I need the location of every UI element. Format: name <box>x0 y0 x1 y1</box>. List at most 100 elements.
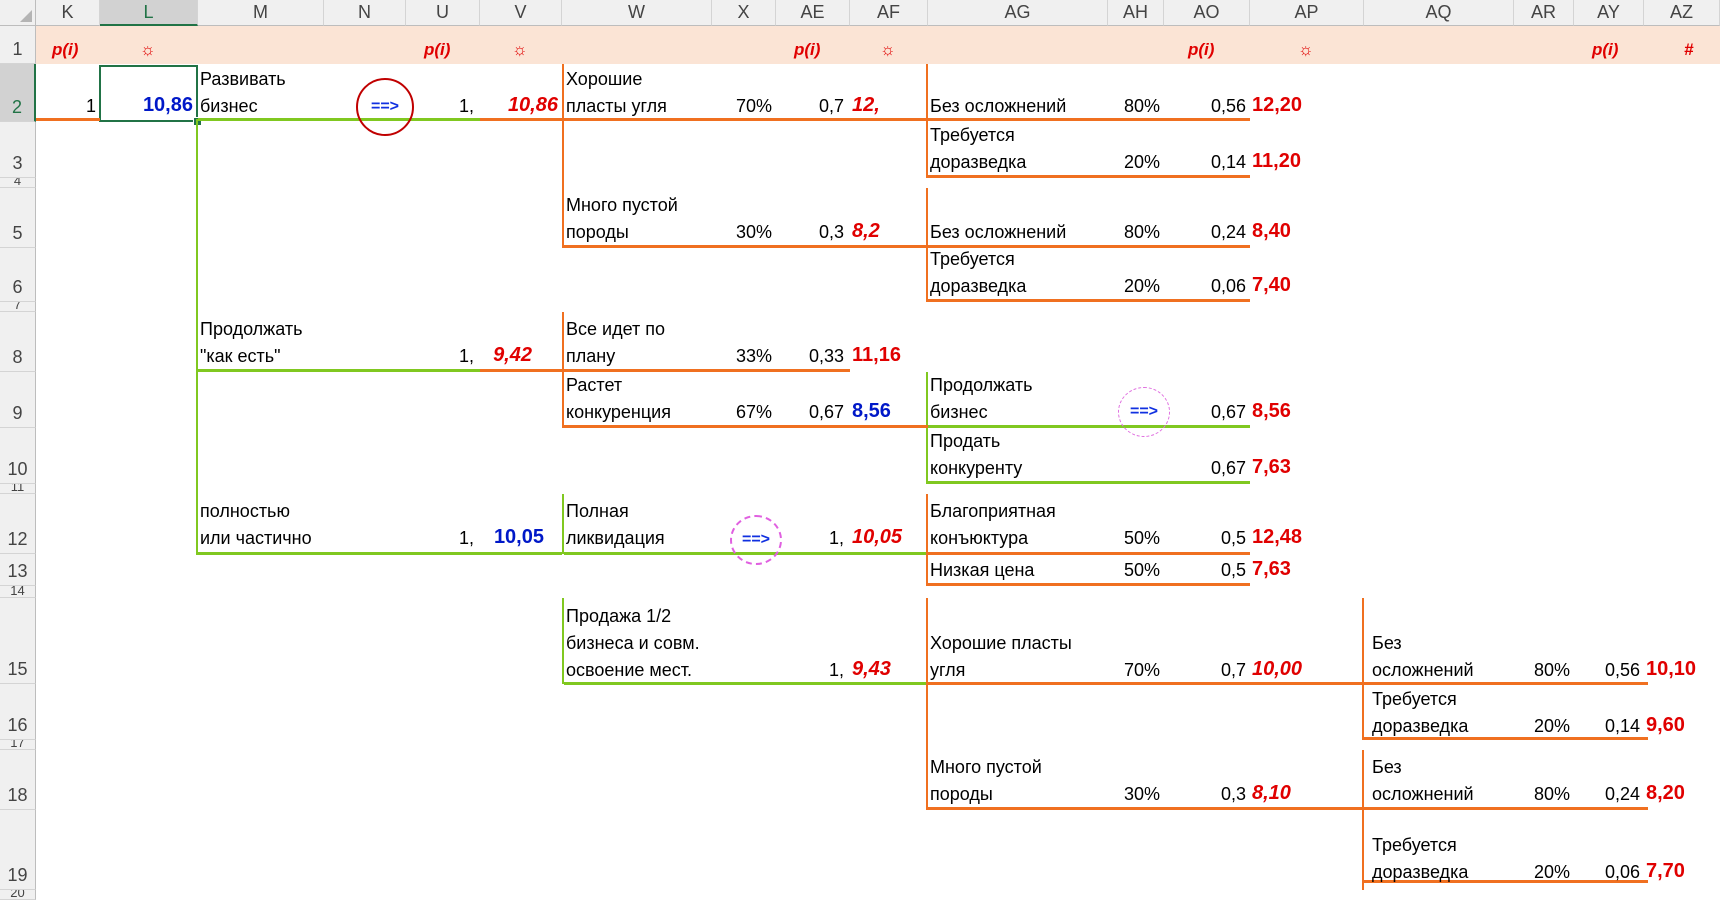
cell-af12[interactable]: 10,05 <box>852 526 903 548</box>
cell-az16[interactable]: 9,60 <box>1646 714 1685 736</box>
header-p-i[interactable]: p(i) <box>1592 40 1619 59</box>
cell-ag13[interactable]: Низкая цена <box>930 560 1035 580</box>
cell-ay18[interactable]: 0,24 <box>1604 784 1640 804</box>
cell-m8[interactable]: "как есть" <box>200 346 281 366</box>
header-p-i[interactable]: p(i) <box>424 40 451 59</box>
row-header-6[interactable]: 6 <box>0 248 36 302</box>
row-header-9[interactable]: 9 <box>0 372 36 428</box>
cell-w5[interactable]: Много пустой <box>566 195 678 215</box>
cell-ag5[interactable]: Без осложнений <box>930 222 1067 242</box>
cell-az19[interactable]: 7,70 <box>1646 860 1685 882</box>
cell-m8[interactable]: Продолжать <box>200 319 303 339</box>
cell-aq18[interactable]: Без <box>1372 757 1402 777</box>
cell-w9[interactable]: Растет <box>566 375 623 395</box>
header-sun-symbol[interactable]: ☼ <box>1298 40 1314 59</box>
cell-m12[interactable]: или частично <box>200 528 312 548</box>
cell-w15[interactable]: бизнеса и совм. <box>566 633 700 653</box>
cell-aq16[interactable]: доразведка <box>1372 716 1469 736</box>
cell-af9[interactable]: 8,56 <box>852 400 891 422</box>
cell-ay16[interactable]: 0,14 <box>1604 716 1640 736</box>
cell-w12[interactable]: ликвидация <box>566 528 665 548</box>
cell-aq15[interactable]: осложнений <box>1372 660 1474 680</box>
row-header-20[interactable]: 20 <box>0 890 36 900</box>
cell-w2[interactable]: Хорошие <box>566 69 643 89</box>
cell-ao3[interactable]: 0,14 <box>1210 152 1246 172</box>
cell-aq19[interactable]: Требуется <box>1372 835 1457 855</box>
cell-v8[interactable]: 9,42 <box>493 344 532 366</box>
cell-ae15[interactable]: 1, <box>828 660 844 680</box>
column-header-m[interactable]: M <box>198 0 324 26</box>
column-header-ao[interactable]: AO <box>1164 0 1250 26</box>
row-header-11[interactable]: 11 <box>0 484 36 494</box>
cell-ar16[interactable]: 20% <box>1533 716 1570 736</box>
cell-m12[interactable]: полностью <box>200 501 290 521</box>
row-header-2[interactable]: 2 <box>0 64 36 122</box>
row-header-17[interactable]: 17 <box>0 740 36 750</box>
cell-w15[interactable]: Продажа 1/2 <box>566 606 672 626</box>
row-header-13[interactable]: 13 <box>0 554 36 586</box>
cell-ag12[interactable]: Благоприятная <box>930 501 1056 521</box>
active-cell-border[interactable] <box>99 65 198 122</box>
cell-ao13[interactable]: 0,5 <box>1220 560 1246 580</box>
cell-ar18[interactable]: 80% <box>1533 784 1570 804</box>
header-p-i[interactable]: p(i) <box>794 40 821 59</box>
cell-ae5[interactable]: 0,3 <box>818 222 844 242</box>
cell-ap15[interactable]: 10,00 <box>1252 658 1303 680</box>
select-all-corner[interactable] <box>0 0 36 26</box>
cell-ag10[interactable]: конкуренту <box>930 458 1023 478</box>
cell-ao12[interactable]: 0,5 <box>1220 528 1246 548</box>
header-sun-symbol[interactable]: ☼ <box>512 40 528 59</box>
cell-ah15[interactable]: 70% <box>1123 660 1160 680</box>
cell-af2[interactable]: 12, <box>852 94 880 116</box>
column-header-l[interactable]: L <box>100 0 198 26</box>
cell-ar19[interactable]: 20% <box>1533 862 1570 882</box>
cell-ae9[interactable]: 0,67 <box>808 402 844 422</box>
row-header-4[interactable]: 4 <box>0 178 36 188</box>
column-header-u[interactable]: U <box>406 0 480 26</box>
cell-ap13[interactable]: 7,63 <box>1252 558 1291 580</box>
cell-x8[interactable]: 33% <box>735 346 772 366</box>
row-header-8[interactable]: 8 <box>0 312 36 372</box>
cell-ag6[interactable]: Требуется <box>930 249 1015 269</box>
cell-af5[interactable]: 8,2 <box>852 220 880 242</box>
column-header-ah[interactable]: AH <box>1108 0 1164 26</box>
cell-ag2[interactable]: Без осложнений <box>930 96 1067 116</box>
cell-ay15[interactable]: 0,56 <box>1604 660 1640 680</box>
row-header-7[interactable]: 7 <box>0 302 36 312</box>
cell-ae2[interactable]: 0,7 <box>818 96 844 116</box>
cell-u12[interactable]: 1, <box>458 528 474 548</box>
column-header-ap[interactable]: AP <box>1250 0 1364 26</box>
cell-w5[interactable]: породы <box>566 222 629 242</box>
cell-ap9[interactable]: 8,56 <box>1252 400 1291 422</box>
cell-ag3[interactable]: доразведка <box>930 152 1027 172</box>
row-header-12[interactable]: 12 <box>0 494 36 554</box>
row-header-19[interactable]: 19 <box>0 810 36 890</box>
cell-ao6[interactable]: 0,06 <box>1210 276 1246 296</box>
cell-ag18[interactable]: Много пустой <box>930 757 1042 777</box>
cell-ah12[interactable]: 50% <box>1123 528 1160 548</box>
cell-ap5[interactable]: 8,40 <box>1252 220 1291 242</box>
row-header-5[interactable]: 5 <box>0 188 36 248</box>
column-header-w[interactable]: W <box>562 0 712 26</box>
cell-ag12[interactable]: конъюктура <box>930 528 1029 548</box>
cell-ah6[interactable]: 20% <box>1123 276 1160 296</box>
cell-aq19[interactable]: доразведка <box>1372 862 1469 882</box>
cell-az15[interactable]: 10,10 <box>1646 658 1697 680</box>
cell-x9[interactable]: 67% <box>735 402 772 422</box>
cell-az18[interactable]: 8,20 <box>1646 782 1685 804</box>
header-sun-symbol[interactable]: ☼ <box>880 40 896 59</box>
cell-u2[interactable]: 1, <box>458 96 474 116</box>
row-header-18[interactable]: 18 <box>0 750 36 810</box>
cell-w12[interactable]: Полная <box>566 501 629 521</box>
cell-l2[interactable]: 10,86 <box>142 94 193 116</box>
cell-ap10[interactable]: 7,63 <box>1252 456 1291 478</box>
cell-ah3[interactable]: 20% <box>1123 152 1160 172</box>
row-header-3[interactable]: 3 <box>0 122 36 178</box>
cell-ae12[interactable]: 1, <box>828 528 844 548</box>
cell-aq15[interactable]: Без <box>1372 633 1402 653</box>
cell-ag6[interactable]: доразведка <box>930 276 1027 296</box>
header-p-i[interactable]: p(i) <box>1188 40 1215 59</box>
cell-af8[interactable]: 11,16 <box>852 344 901 366</box>
column-header-x[interactable]: X <box>712 0 776 26</box>
